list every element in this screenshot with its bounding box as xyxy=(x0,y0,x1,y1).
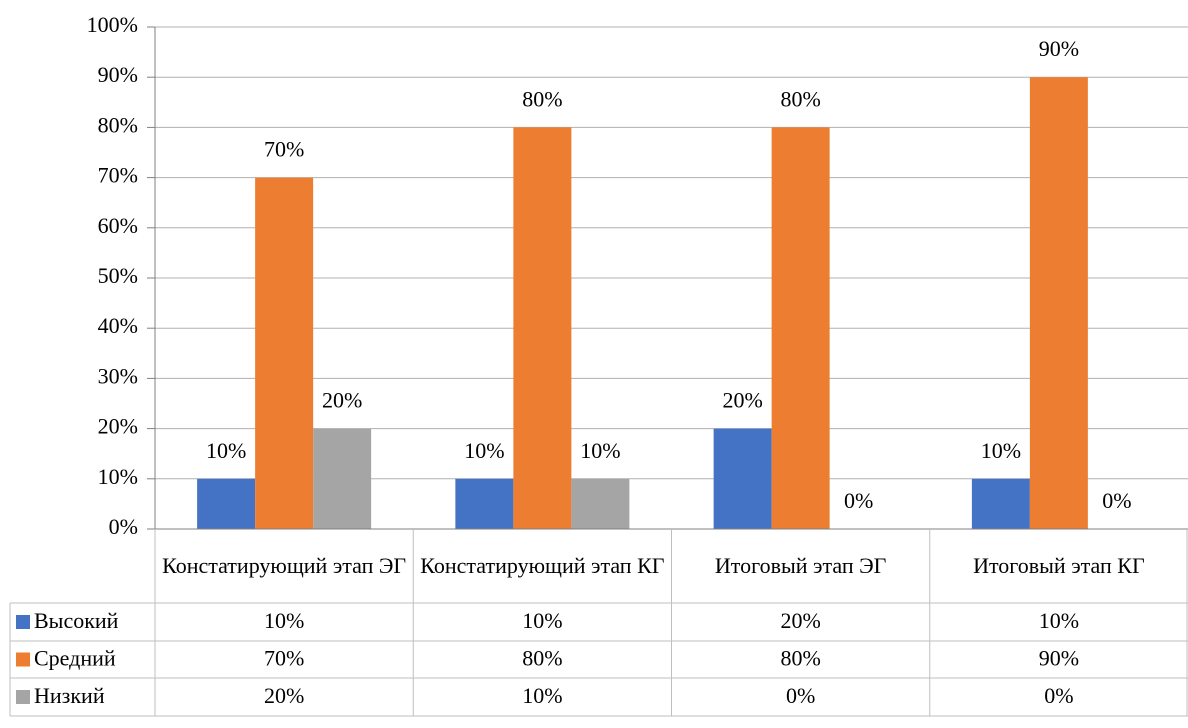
x-tick-label: Констатирующий этап ЭГ xyxy=(162,553,407,578)
y-tick-label: 50% xyxy=(98,263,138,288)
table-cell: 80% xyxy=(522,646,562,671)
legend-key xyxy=(16,690,30,704)
bar xyxy=(1029,77,1088,529)
legend-label: Средний xyxy=(34,646,116,671)
table-cell: 20% xyxy=(780,608,820,633)
data-label: 10% xyxy=(580,438,620,463)
bar xyxy=(971,478,1030,529)
x-tick-label: Итоговый этап ЭГ xyxy=(714,553,887,578)
table-cell: 10% xyxy=(1039,608,1079,633)
data-label: 10% xyxy=(206,438,246,463)
y-tick-label: 10% xyxy=(98,464,138,489)
bar xyxy=(513,127,572,530)
data-label: 20% xyxy=(322,388,362,413)
y-tick-label: 20% xyxy=(98,414,138,439)
y-tick-label: 100% xyxy=(87,12,138,37)
bar xyxy=(771,127,830,530)
data-label: 0% xyxy=(844,488,873,513)
data-label: 80% xyxy=(780,86,820,111)
y-tick-label: 60% xyxy=(98,213,138,238)
data-label: 70% xyxy=(264,137,304,162)
table-cell: 80% xyxy=(780,646,820,671)
bar xyxy=(571,478,630,529)
data-label: 90% xyxy=(1039,36,1079,61)
table-cell: 70% xyxy=(264,646,304,671)
bar xyxy=(455,478,514,529)
y-tick-label: 30% xyxy=(98,363,138,388)
table-cell: 0% xyxy=(786,683,815,708)
x-tick-label: Итоговый этап КГ xyxy=(973,553,1145,578)
data-label: 10% xyxy=(464,438,504,463)
table-cell: 10% xyxy=(522,683,562,708)
bar xyxy=(713,428,772,529)
table-cell: 10% xyxy=(264,608,304,633)
bar xyxy=(313,428,372,529)
legend-key xyxy=(16,615,30,629)
table-cell: 90% xyxy=(1039,646,1079,671)
y-tick-label: 80% xyxy=(98,112,138,137)
y-tick-label: 0% xyxy=(109,514,138,539)
data-label: 20% xyxy=(722,388,762,413)
table-cell: 0% xyxy=(1044,683,1073,708)
y-tick-label: 90% xyxy=(98,62,138,87)
data-label: 80% xyxy=(522,86,562,111)
legend-label: Низкий xyxy=(34,683,105,708)
data-label: 0% xyxy=(1102,488,1131,513)
x-tick-label: Констатирующий этап КГ xyxy=(420,553,665,578)
legend-label: Высокий xyxy=(34,608,119,633)
table-cell: 10% xyxy=(522,608,562,633)
bar xyxy=(197,478,256,529)
data-label: 10% xyxy=(981,438,1021,463)
y-tick-label: 70% xyxy=(98,163,138,188)
y-tick-label: 40% xyxy=(98,313,138,338)
bar xyxy=(255,177,314,529)
legend-key xyxy=(16,652,30,667)
table-cell: 20% xyxy=(264,683,304,708)
